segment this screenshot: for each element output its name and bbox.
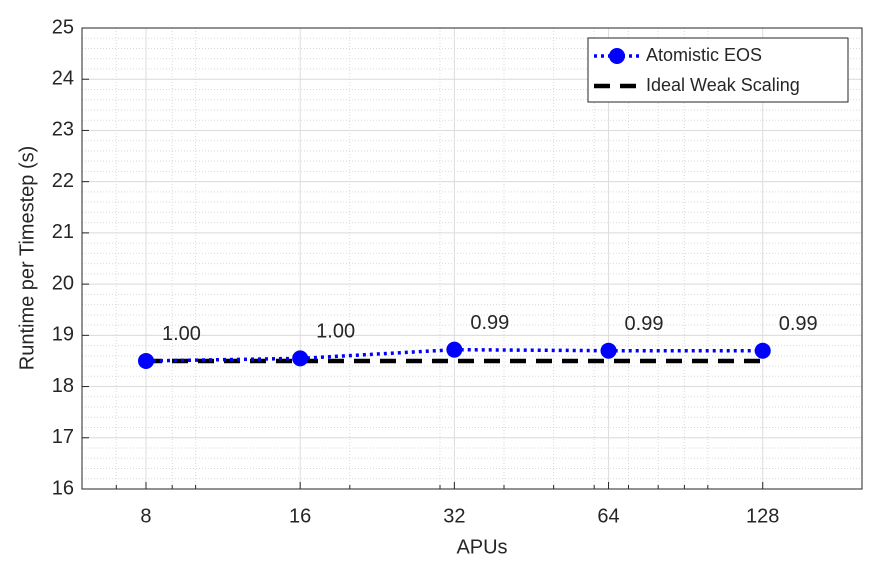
x-tick-label: 128 — [746, 505, 779, 527]
y-tick-label: 16 — [52, 477, 74, 499]
y-tick-label: 19 — [52, 324, 74, 346]
y-tick-label: 25 — [52, 16, 74, 38]
y-tick-label: 18 — [52, 375, 74, 397]
y-tick-label: 21 — [52, 221, 74, 243]
legend-label: Atomistic EOS — [646, 45, 762, 65]
point-label: 0.99 — [470, 312, 509, 334]
y-axis-label: Runtime per Timestep (s) — [16, 146, 38, 371]
marks: 1.00 1.00 0.99 0.99 0.99 — [137, 312, 818, 369]
x-tick-label: 64 — [597, 505, 619, 527]
y-tick-label: 20 — [52, 272, 74, 294]
point-label: 1.00 — [316, 321, 355, 343]
data-point — [754, 342, 771, 359]
data-point — [446, 341, 463, 358]
y-tick-label: 24 — [52, 68, 74, 90]
y-tick-label: 17 — [52, 426, 74, 448]
grid — [82, 27, 863, 490]
x-tick-label: 32 — [443, 505, 465, 527]
legend-marker — [609, 48, 625, 64]
axes-box — [81, 27, 863, 490]
y-tick-label: 23 — [52, 119, 74, 141]
x-axis-label: APUs — [456, 536, 507, 558]
data-point — [600, 342, 617, 359]
plot-area — [82, 28, 862, 489]
x-tick-label: 16 — [289, 505, 311, 527]
x-tick-label: 8 — [140, 505, 151, 527]
legend-label: Ideal Weak Scaling — [646, 75, 800, 95]
data-point — [292, 350, 309, 367]
point-label: 0.99 — [779, 313, 818, 335]
point-label: 1.00 — [162, 323, 201, 345]
y-tick-label: 22 — [52, 170, 74, 192]
legend-box — [587, 37, 849, 103]
point-label: 0.99 — [625, 313, 664, 335]
data-point — [137, 352, 154, 369]
legend: Atomistic EOS Ideal Weak Scaling — [587, 37, 849, 103]
